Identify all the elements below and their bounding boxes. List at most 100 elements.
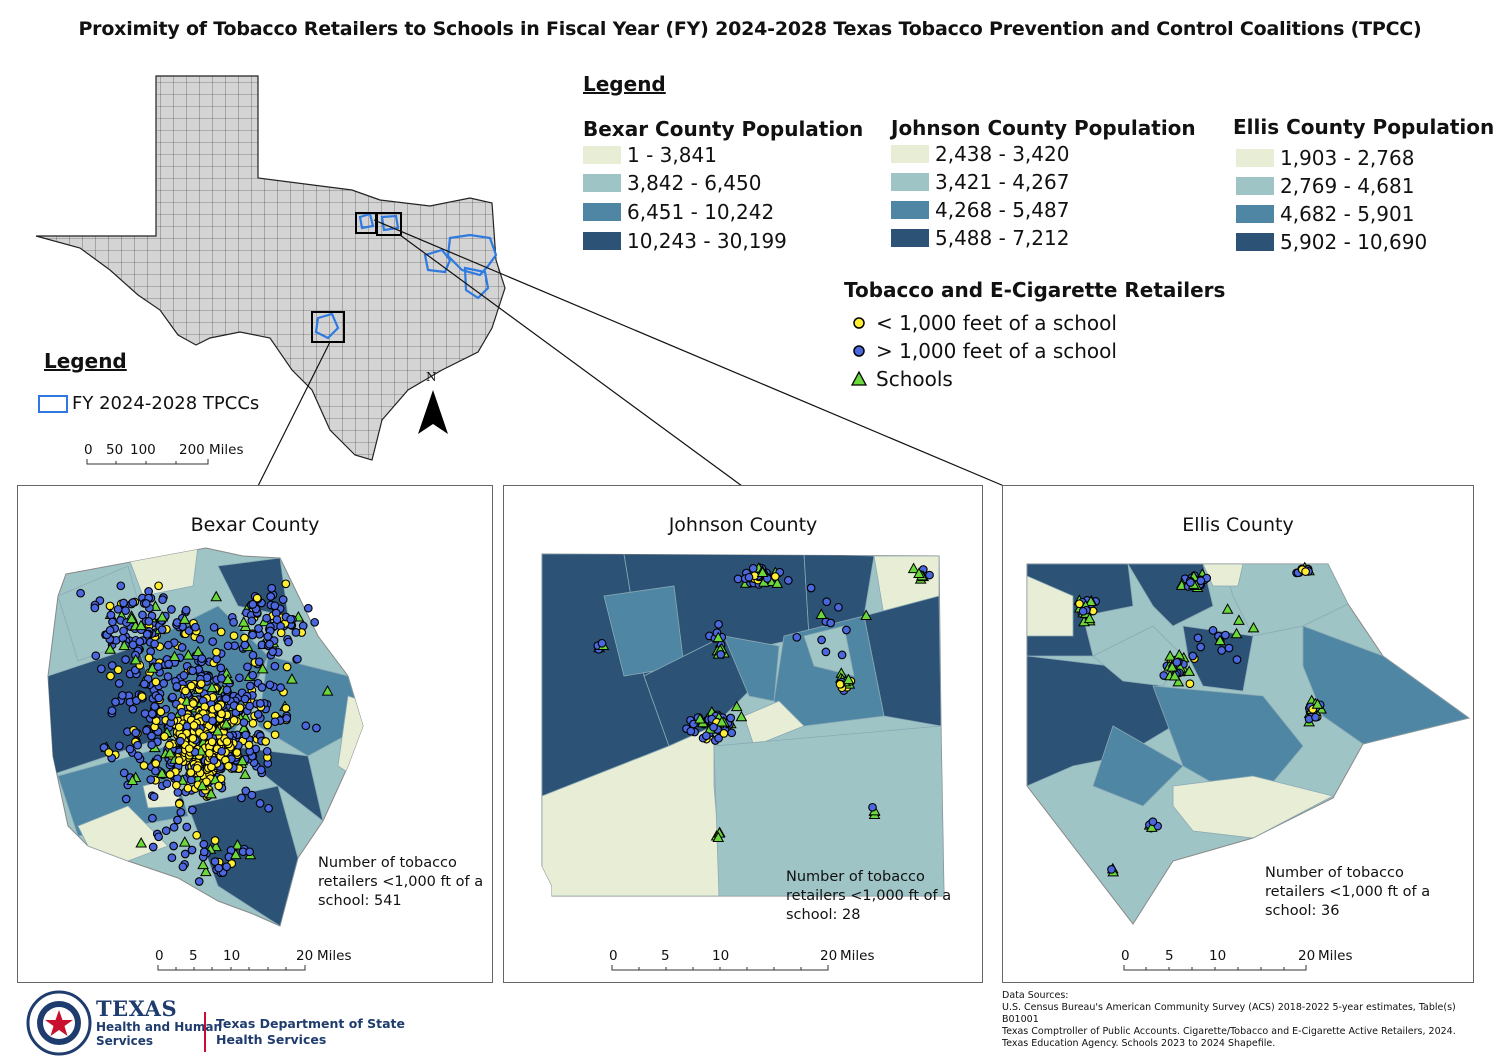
retailer-far-marker	[256, 765, 266, 775]
retailer-far-marker	[76, 588, 85, 598]
map-title: Proximity of Tobacco Retailers to School…	[78, 18, 1422, 40]
retailer-far-marker	[303, 603, 313, 613]
retailer-near-marker	[189, 721, 199, 730]
school-marker	[222, 673, 234, 685]
retailer-far-marker	[1224, 643, 1234, 653]
school-marker	[907, 562, 920, 574]
retailer-far-marker	[167, 853, 177, 863]
scale-tick: 20	[1298, 948, 1316, 964]
retailer-far-marker	[140, 679, 149, 689]
retailer-near-marker	[282, 662, 292, 672]
retailer-near-marker	[1301, 567, 1310, 576]
retailer-far-marker	[257, 683, 267, 692]
retailer-near-marker	[113, 665, 123, 675]
scale-unit: Miles	[1318, 948, 1353, 964]
retailer-near-marker	[263, 720, 272, 730]
school-marker	[156, 610, 169, 622]
bexar-panel: Bexar County Number of tobacco retailers…	[17, 485, 493, 983]
school-marker	[196, 779, 209, 791]
retailer-far-marker	[248, 650, 258, 660]
retailer-far-marker	[148, 813, 157, 823]
retailer-near-marker	[188, 734, 198, 743]
retailer-far-marker	[106, 610, 116, 620]
retailer-near-marker	[214, 781, 224, 791]
retailer-far-marker	[229, 617, 238, 627]
retailer-far-marker	[1078, 606, 1088, 616]
note-line: retailers <1,000 ft of a	[1265, 884, 1431, 900]
retailer-far-marker	[195, 634, 205, 644]
retailer-far-marker	[194, 877, 204, 886]
johnson-legend-title: Johnson County Population	[891, 116, 1196, 140]
school-marker	[220, 718, 233, 729]
retailer-far-marker	[301, 721, 311, 731]
school-marker	[321, 685, 334, 696]
retailer-far-marker	[263, 632, 273, 641]
retailer-far-icon	[853, 345, 865, 357]
school-marker	[210, 840, 222, 852]
retailer-far-marker	[187, 845, 197, 855]
school-legend: Schools	[850, 366, 953, 392]
retailer-far-marker	[177, 707, 187, 717]
school-marker	[126, 774, 139, 786]
retailer-far-marker	[265, 639, 274, 649]
source-line: U.S. Census Bureau's American Community …	[1002, 1002, 1456, 1013]
retailer-near-marker	[205, 748, 214, 758]
retailer-near-marker	[1185, 679, 1195, 689]
tpcc-label: FY 2024-2028 TPCCs	[72, 393, 260, 414]
sources-heading: Data Sources:	[1002, 990, 1069, 1001]
retailer-far-marker	[733, 574, 743, 584]
retailer-far-marker	[154, 832, 163, 842]
retailer-far-marker	[1208, 626, 1218, 635]
retailer-near-marker	[719, 729, 729, 738]
retailer-far-marker	[146, 775, 156, 784]
logo-hhs-line: Services	[96, 1034, 154, 1048]
note-line: retailers <1,000 ft of a	[786, 888, 952, 904]
retailer-far-marker	[119, 768, 129, 778]
ellis-class-3: 4,682 - 5,901	[1236, 201, 1414, 227]
retailer-far-marker	[222, 862, 231, 872]
retailer-near-marker	[144, 653, 154, 663]
retailer-far-marker	[247, 790, 257, 800]
school-marker	[1183, 665, 1196, 676]
retailer-far-marker	[727, 728, 737, 738]
retailer-far-marker	[182, 721, 192, 731]
retailer-far-marker	[199, 847, 209, 857]
note-line: school: 28	[786, 907, 861, 923]
retailer-near-marker	[156, 707, 166, 717]
retailer-far-marker	[121, 794, 131, 804]
school-marker	[712, 831, 725, 843]
north-arrow-icon	[418, 390, 448, 434]
retailer-near-marker	[105, 601, 115, 611]
logo-hhs: Health and Human Services	[96, 1020, 222, 1048]
retailer-far-marker	[197, 654, 207, 663]
school-marker	[178, 836, 191, 847]
bexar-count-note: Number of tobacco retailers <1,000 ft of…	[318, 854, 483, 911]
bexar-class-4: 10,243 - 30,199	[583, 228, 787, 254]
retailer-near-marker	[174, 799, 184, 809]
retailer-near-marker	[1075, 599, 1084, 609]
retailer-near-marker	[188, 699, 198, 708]
state-scale-tick: 0	[84, 442, 93, 458]
retailer-far-marker	[1232, 655, 1242, 664]
school-marker	[694, 712, 706, 724]
retailer-far-marker	[209, 756, 219, 765]
retailer-far-marker	[254, 624, 263, 633]
school-marker	[1233, 614, 1245, 625]
retailer-far-marker	[135, 637, 145, 646]
retailer-far-marker	[147, 709, 157, 719]
retailer-far-marker	[686, 726, 696, 736]
retailer-far-marker	[748, 564, 758, 573]
retailer-far-marker	[709, 722, 718, 732]
retailer-near-marker	[199, 731, 208, 741]
logo-divider	[204, 1012, 206, 1052]
johnson-panel: Johnson County Number of tobacco retaile…	[503, 485, 983, 983]
retailer-far-marker	[138, 610, 147, 620]
retailer-far-marker	[128, 704, 138, 714]
retailer-far-marker	[1196, 642, 1206, 652]
retailer-far-marker	[113, 604, 123, 614]
retailer-near-marker	[151, 759, 161, 768]
retailer-near-marker	[137, 692, 147, 701]
retailer-far-marker	[147, 740, 157, 750]
retailer-far-marker	[268, 647, 277, 657]
note-line: retailers <1,000 ft of a	[318, 874, 484, 890]
